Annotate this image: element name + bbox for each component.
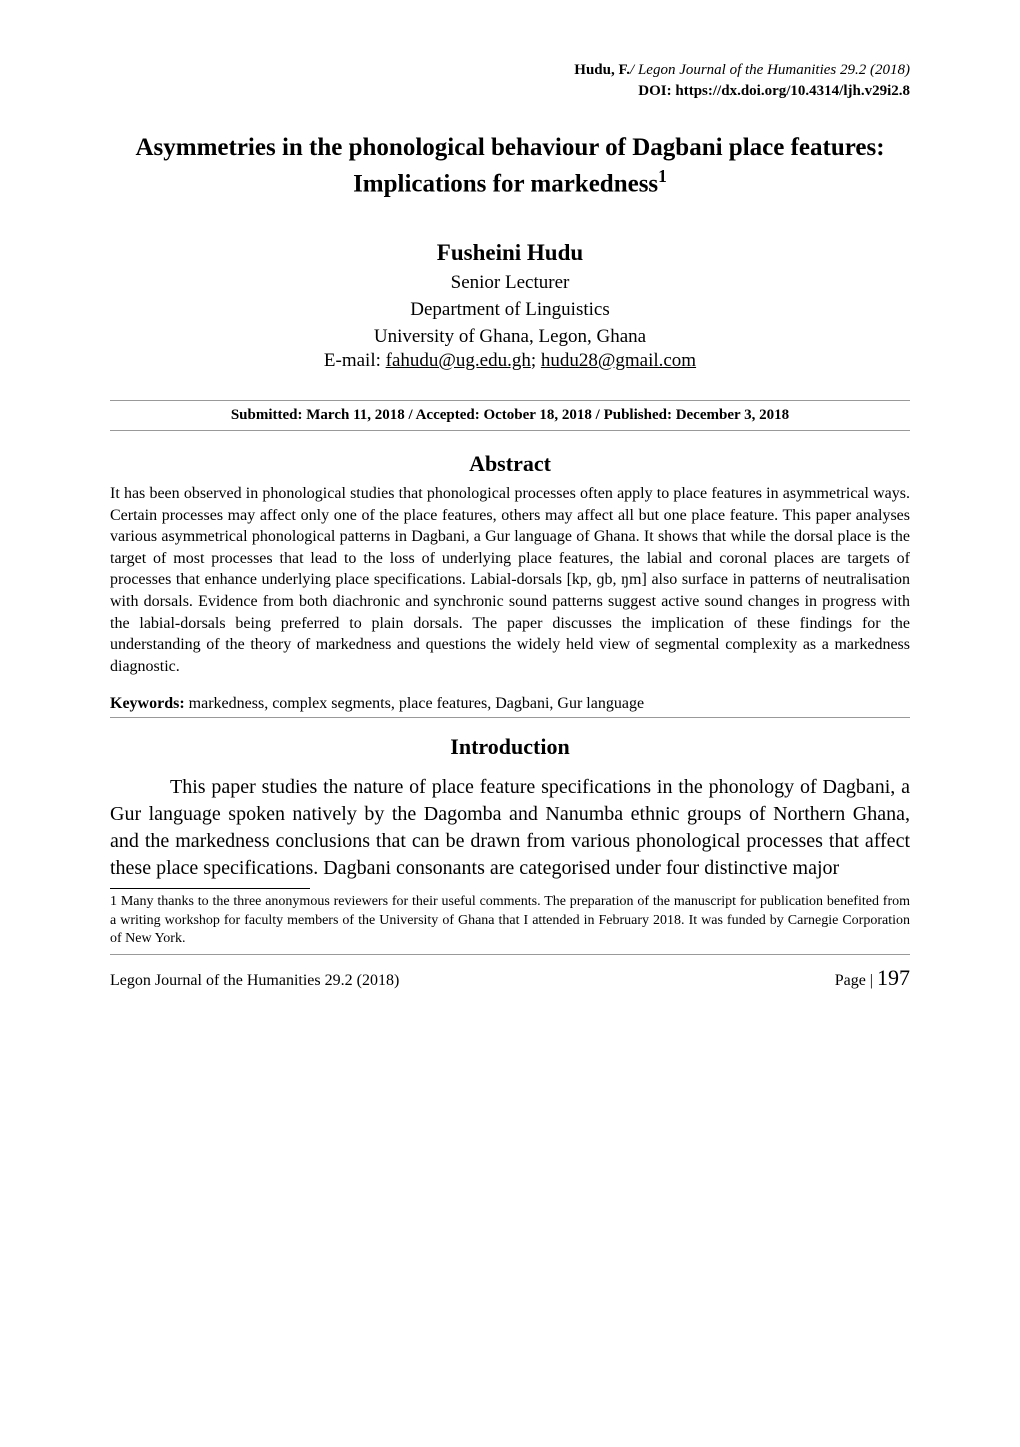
footer-journal: Legon Journal of the Humanities 29.2 (20… (110, 972, 399, 990)
introduction-text: This paper studies the nature of place f… (110, 774, 910, 882)
email-prefix: E-mail: (324, 350, 386, 371)
keywords-text: markedness, complex segments, place feat… (185, 695, 644, 712)
abstract-heading: Abstract (110, 451, 910, 477)
footnote-separator (110, 888, 310, 889)
author-department: Department of Linguistics (110, 297, 910, 324)
footnote-1: 1 Many thanks to the three anonymous rev… (110, 893, 910, 955)
running-header: Hudu, F./ Legon Journal of the Humanitie… (110, 60, 910, 102)
email-separator: ; (531, 350, 541, 371)
email-link-2[interactable]: hudu28@gmail.com (541, 350, 696, 371)
title-footnote-marker: 1 (658, 166, 667, 186)
header-doi: DOI: https://dx.doi.org/10.4314/ljh.v29i… (110, 81, 910, 102)
introduction-heading: Introduction (110, 734, 910, 760)
keywords-line: Keywords: markedness, complex segments, … (110, 695, 910, 718)
email-link-1[interactable]: fahudu@ug.edu.gh (386, 350, 531, 371)
footer-page: Page | 197 (835, 965, 910, 991)
page-footer: Legon Journal of the Humanities 29.2 (20… (110, 965, 910, 991)
footnote-marker: 1 (110, 894, 117, 909)
keywords-label: Keywords: (110, 695, 185, 712)
header-journal-line: Hudu, F./ Legon Journal of the Humanitie… (110, 60, 910, 81)
header-journal: Legon Journal of the Humanities 29.2 (20… (638, 62, 910, 78)
author-email-line: E-mail: fahudu@ug.edu.gh; hudu28@gmail.c… (110, 350, 910, 372)
page-number: 197 (877, 965, 910, 990)
author-position: Senior Lecturer (110, 270, 910, 297)
article-title: Asymmetries in the phonological behaviou… (110, 132, 910, 200)
submission-dates: Submitted: March 11, 2018 / Accepted: Oc… (110, 400, 910, 431)
header-author: Hudu, F. (574, 62, 630, 78)
footnote-text: Many thanks to the three anonymous revie… (110, 894, 910, 945)
abstract-text: It has been observed in phonological stu… (110, 483, 910, 677)
page-label: Page | (835, 972, 877, 989)
author-name: Fusheini Hudu (110, 240, 910, 266)
author-affiliation: University of Ghana, Legon, Ghana (110, 324, 910, 351)
